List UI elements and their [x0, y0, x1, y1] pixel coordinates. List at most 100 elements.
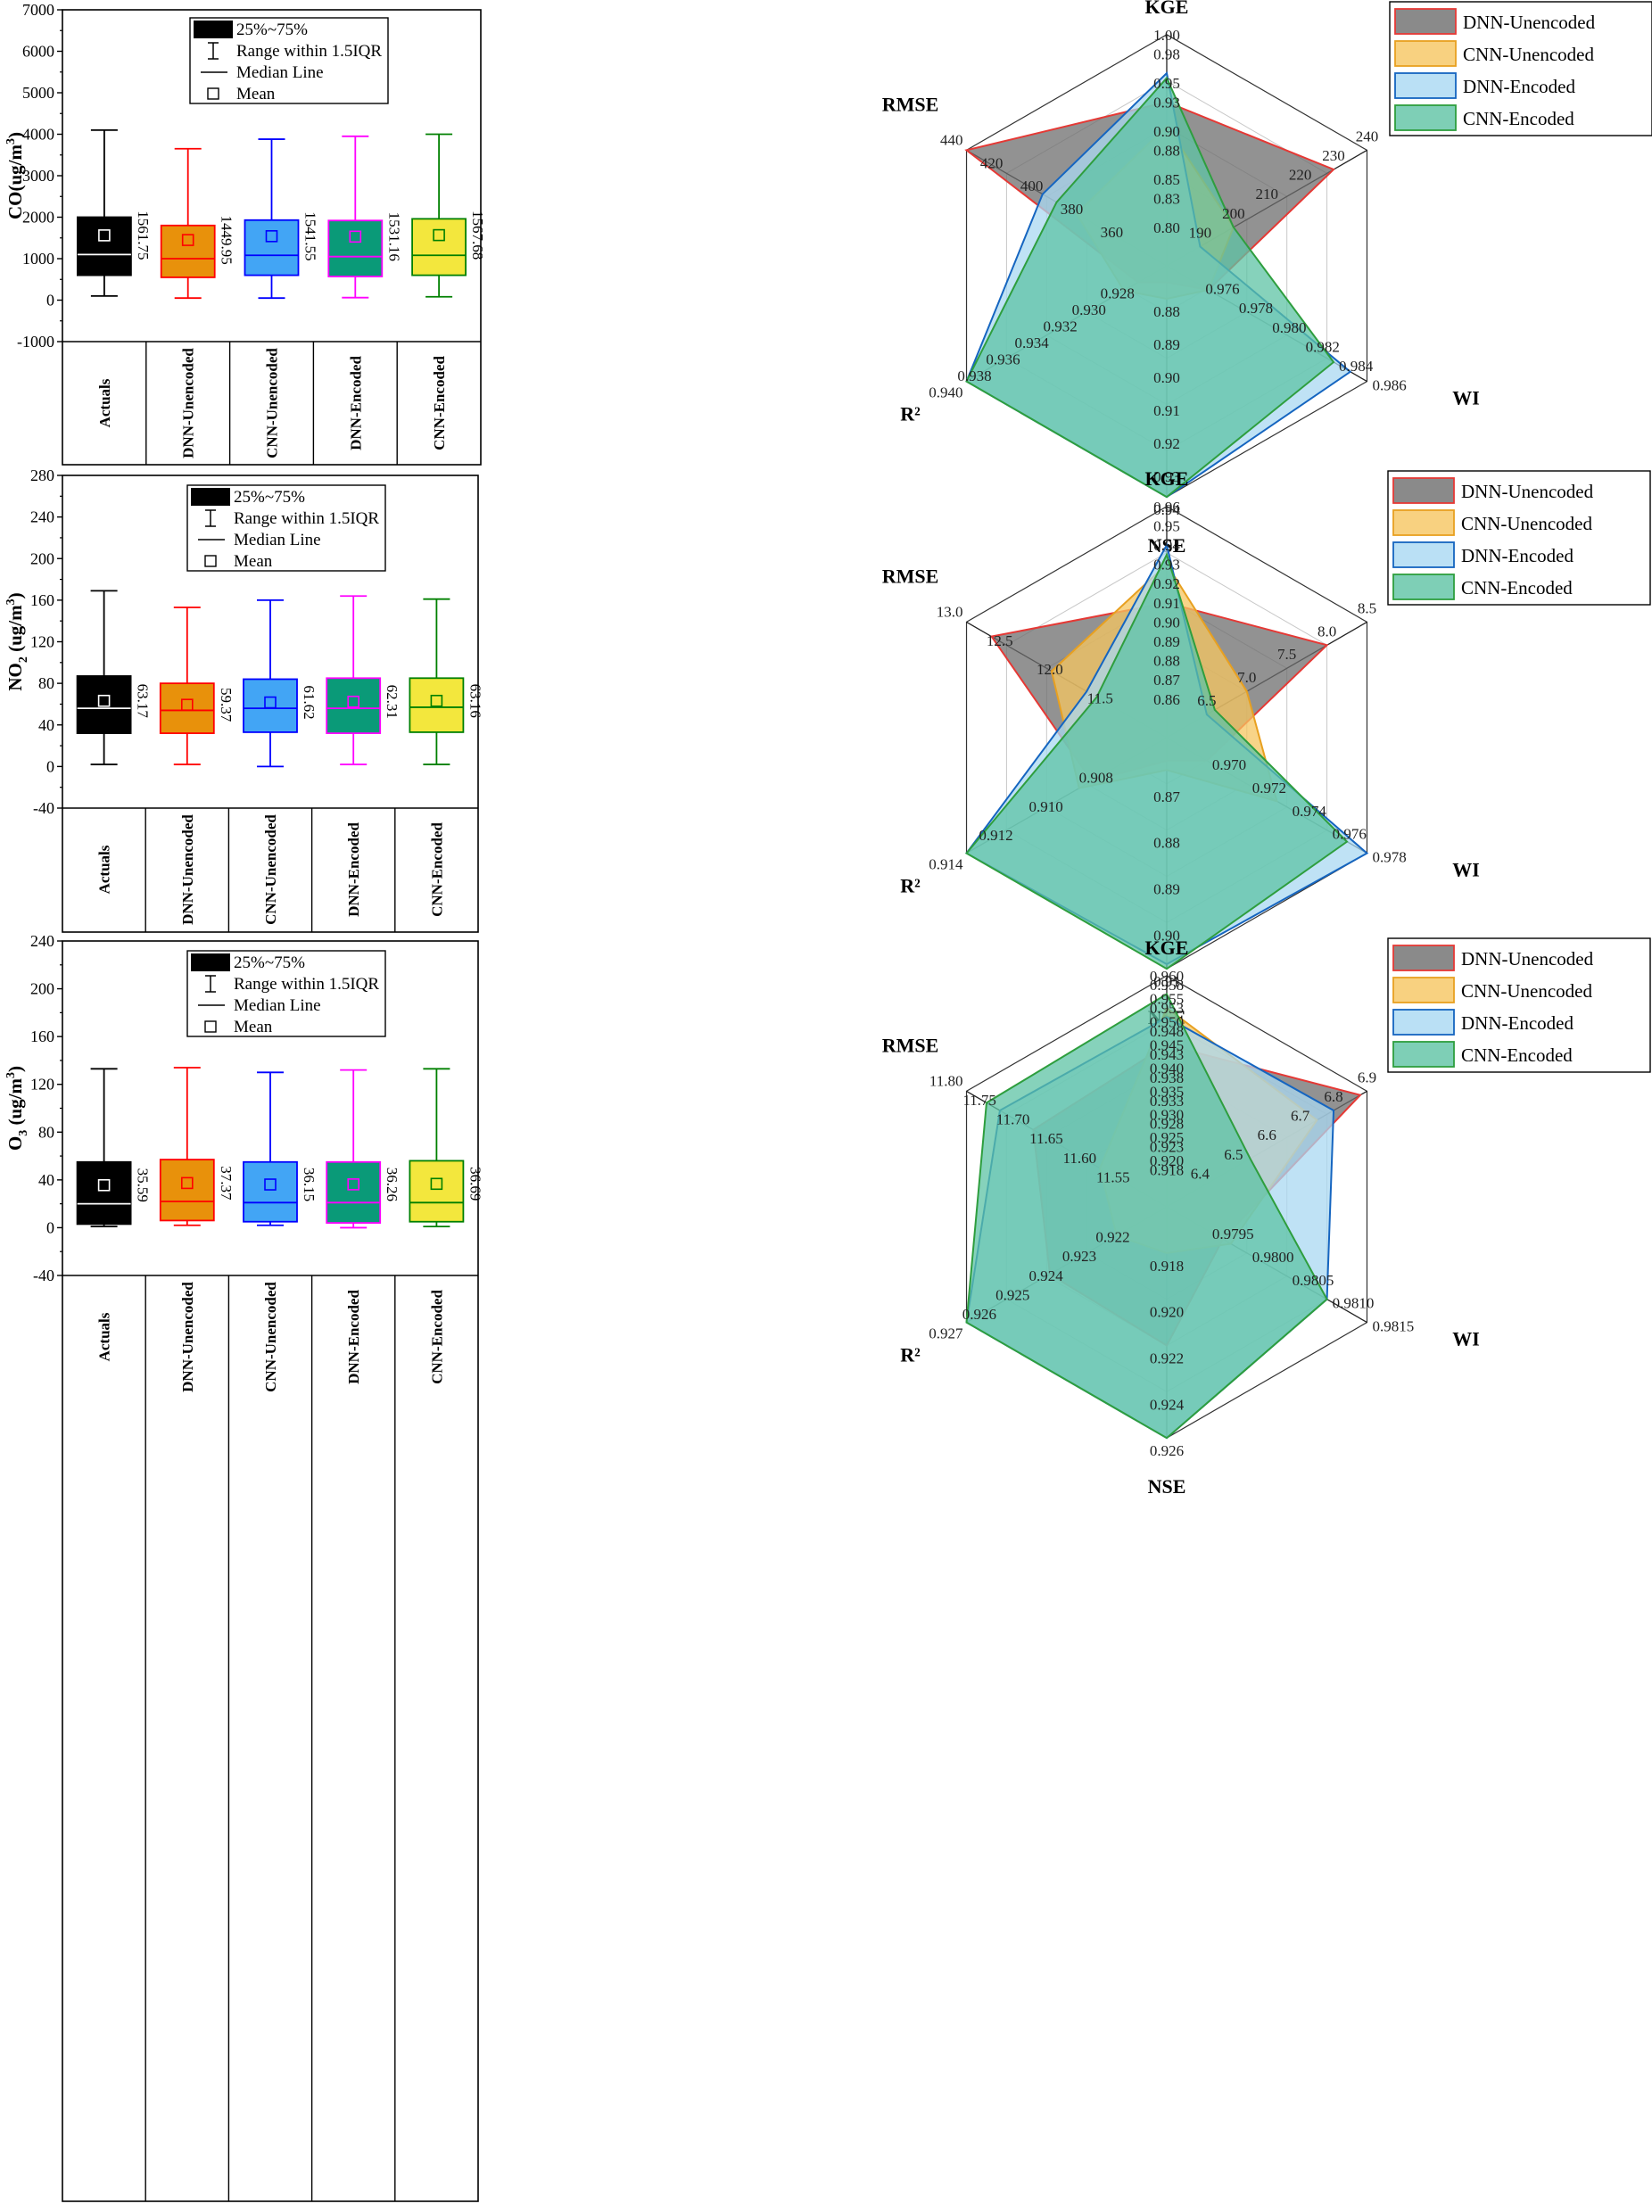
mean-marker: [98, 229, 111, 242]
radar-tick-label: 0.90: [1153, 369, 1180, 386]
radar-tick-label: 0.90: [1153, 927, 1180, 944]
radar-tick-label: 0.90: [1153, 123, 1180, 140]
radar-tick-label: 0.982: [1306, 338, 1340, 355]
mean-marker: [181, 1176, 194, 1190]
iqr-box: [244, 219, 300, 276]
radar-tick-label: 0.91: [1153, 595, 1180, 612]
y-tick-label: 240: [30, 932, 54, 950]
radar-tick-label: 0.93: [1153, 94, 1180, 111]
mean-marker: [264, 696, 277, 709]
radar-tick-label: 0.88: [1153, 653, 1180, 670]
iqr-box: [243, 678, 298, 733]
y-tick-label: 40: [38, 1171, 54, 1189]
radar-legend: DNN-Unencoded CNN-Unencoded DNN-Encoded CNN…: [1387, 937, 1651, 1073]
radar-tick-label: 0.938: [957, 367, 991, 384]
radar-tick-label: 0.945: [1150, 1037, 1184, 1054]
mean-marker: [264, 1178, 277, 1191]
radar-tick-label: 0.955: [1150, 991, 1184, 1008]
category-label: DNN-Unencoded: [180, 348, 197, 458]
radar-legend-swatch: [1392, 574, 1455, 600]
mean-marker: [97, 694, 111, 707]
radar-tick-label: 0.93: [1153, 557, 1180, 574]
radar-tick-label: 0.922: [1150, 1350, 1184, 1367]
radar-tick-label: 380: [1061, 201, 1084, 218]
radar-legend-swatch: [1392, 1041, 1455, 1068]
radar-legend-label: DNN-Encoded: [1461, 1012, 1574, 1034]
mean-marker: [347, 695, 360, 708]
radar-tick-label: 0.9795: [1212, 1226, 1254, 1242]
radar-legend-label: DNN-Unencoded: [1463, 12, 1596, 33]
mean-value-label: 1449.95: [219, 215, 235, 264]
radar-tick-label: 400: [1020, 177, 1044, 194]
radar-legend-label: CNN-Unencoded: [1461, 980, 1592, 1002]
radar-tick-label: 0.940: [1150, 1060, 1184, 1077]
radar-tick-label: 0.91: [1153, 402, 1180, 419]
radar-tick-label: 0.83: [1153, 190, 1180, 207]
y-tick-label: 3000: [22, 167, 54, 185]
radar-tick-label: 0.953: [1150, 1000, 1184, 1017]
category-label: DNN-Encoded: [345, 822, 362, 917]
mean-marker: [430, 1177, 443, 1191]
radar-axis-title: WI: [1452, 387, 1480, 409]
radar-tick-label: 11.5: [1087, 690, 1113, 707]
y-tick-label: 5000: [22, 84, 54, 102]
radar-tick-label: 6.6: [1258, 1127, 1276, 1143]
y-tick-label: 280: [30, 466, 54, 484]
radar-tick-label: 11.60: [1063, 1150, 1097, 1167]
box-cnn-encoded: 36.69: [409, 1068, 483, 1227]
radar-tick-label: 6.4: [1191, 1165, 1210, 1182]
mean-marker: [181, 234, 194, 246]
iqr-box: [327, 219, 384, 277]
mean-value-label: 63.17: [135, 684, 152, 719]
iqr-box: [160, 224, 216, 278]
category-label: DNN-Encoded: [345, 1290, 362, 1384]
radar-tick-label: 0.85: [1153, 171, 1180, 188]
radar-legend-label: DNN-Encoded: [1463, 76, 1575, 97]
legend-iqr-swatch: [191, 953, 230, 971]
category-label: CNN-Encoded: [428, 1290, 445, 1384]
radar-tick-label: 11.55: [1096, 1168, 1130, 1185]
radar-tick-label: 0.933: [1150, 1093, 1184, 1110]
radar-legend: DNN-Unencoded CNN-Unencoded DNN-Encoded CNN…: [1387, 470, 1651, 606]
radar-legend-swatch: [1394, 8, 1457, 35]
radar-tick-label: 0.89: [1153, 336, 1180, 353]
radar-tick-label: 0.908: [1079, 769, 1113, 786]
radar-tick-label: 0.89: [1153, 881, 1180, 898]
radar-tick-label: 0.922: [1095, 1229, 1129, 1246]
radar-tick-label: 0.95: [1153, 75, 1180, 92]
radar-tick-label: 0.914: [929, 856, 963, 873]
category-label: DNN-Unencoded: [179, 1282, 196, 1392]
radar-series-cnn-encoded: [965, 993, 1328, 1440]
radar-tick-label: 0.910: [1029, 798, 1063, 815]
radar-axis-title: R²: [900, 1344, 921, 1366]
radar-tick-label: 8.0: [1317, 623, 1336, 640]
box-cnn-unencoded: 36.15: [243, 1071, 318, 1226]
y-axis-label-part: O: [4, 1136, 26, 1151]
radar-tick-label: 0.976: [1333, 826, 1367, 843]
radar-tick-label: 0.80: [1153, 219, 1180, 236]
radar-tick-label: 12.0: [1037, 661, 1063, 678]
y-tick-label: 240: [30, 508, 54, 526]
y-tick-label: 6000: [22, 43, 54, 61]
box-dnn-encoded: 1531.16: [327, 135, 402, 299]
iqr-box: [409, 677, 465, 733]
category-label: CNN-Unencoded: [262, 1282, 279, 1392]
radar-tick-label: 440: [940, 131, 963, 148]
radar-tick-label: 7.0: [1237, 669, 1256, 686]
radar-series-cnn-encoded: [964, 552, 1349, 970]
legend-mean-label: Mean: [236, 85, 276, 103]
radar-tick-label: 0.938: [1150, 1069, 1184, 1086]
radar-axis-title: KGE: [1145, 937, 1189, 959]
radar-tick-label: 0.88: [1153, 303, 1180, 320]
box-dnn-unencoded: 59.37: [159, 607, 235, 765]
boxplot-panel-no2: -40 0 40 80 120 160 200 240 280 NO2 (ug/m3) Actual…: [4, 466, 483, 933]
radar-legend-swatch: [1392, 541, 1455, 568]
box-dnn-unencoded: 1449.95: [160, 147, 235, 300]
radar-tick-label: 200: [1222, 205, 1245, 222]
radar-tick-label: 0.930: [1072, 301, 1106, 318]
radar-tick-label: 0.92: [1153, 575, 1180, 592]
legend-mean-icon: [204, 1020, 217, 1033]
radar-tick-label: 0.948: [1150, 1023, 1184, 1040]
radar-axis-title: NSE: [1148, 1475, 1186, 1498]
category-label: CNN-Unencoded: [264, 348, 281, 458]
